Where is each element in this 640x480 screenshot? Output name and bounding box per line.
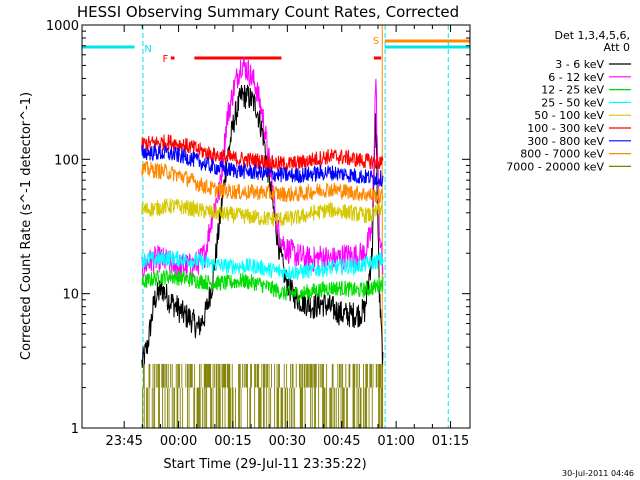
legend-label-50-100-kev: 50 - 100 keV xyxy=(534,109,604,122)
series-layer xyxy=(141,56,384,428)
x-tick-label: 00:00 xyxy=(160,434,197,449)
y-tick-label: 1 xyxy=(71,422,79,437)
legend-label-7000-20000-kev: 7000 - 20000 keV xyxy=(506,160,604,173)
series-300-800-kev xyxy=(141,143,384,187)
x-tick-label: 23:45 xyxy=(105,434,142,449)
x-tick-label: 00:45 xyxy=(323,434,360,449)
legend-label-25-50-kev: 25 - 50 keV xyxy=(541,96,604,109)
annotation-n: N xyxy=(144,44,151,55)
x-tick-label: 00:15 xyxy=(214,434,251,449)
series-7000-20000-kev xyxy=(142,363,384,428)
legend-label-12-25-kev: 12 - 25 keV xyxy=(541,84,604,97)
annotation-s: S xyxy=(373,36,379,47)
y-tick-label: 1000 xyxy=(46,19,79,34)
series-800-7000-kev xyxy=(141,161,384,204)
legend-label-800-7000-kev: 800 - 7000 keV xyxy=(520,148,604,161)
x-tick-label: 01:00 xyxy=(377,434,414,449)
legend-label-300-800-kev: 300 - 800 keV xyxy=(527,135,604,148)
chart-title: HESSI Observing Summary Count Rates, Cor… xyxy=(77,3,459,21)
plot-frame xyxy=(81,24,471,429)
legend-label-100-300-kev: 100 - 300 keV xyxy=(527,122,604,135)
legend-header-line-2: Att 0 xyxy=(604,41,630,54)
x-tick-label: 00:30 xyxy=(269,434,306,449)
y-axis-label: Corrected Count Rate (s^-1 detector^-1) xyxy=(19,92,34,360)
x-axis: 23:45 00:00 00:15 00:30 00:45 01:00 01:15 xyxy=(105,25,469,449)
legend-header-line-1: Det 1,3,4,5,6, xyxy=(554,29,630,42)
date-stamp: 30-Jul-2011 04:46 xyxy=(562,469,634,478)
y-tick-label: 100 xyxy=(54,153,79,168)
legend-label-3-6-kev: 3 - 6 keV xyxy=(555,58,604,71)
y-tick-label: 10 xyxy=(62,288,79,303)
series-25-50-kev xyxy=(141,250,384,281)
x-tick-label: 01:15 xyxy=(432,434,469,449)
y-axis: 1 10 100 1000 xyxy=(46,19,470,437)
legend-label-6-12-kev: 6 - 12 keV xyxy=(548,71,604,84)
annotation-f: F xyxy=(163,54,169,65)
series-12-25-kev xyxy=(141,269,384,303)
x-axis-label: Start Time (29-Jul-11 23:35:22) xyxy=(163,457,366,472)
series-3-6-kev xyxy=(141,84,384,368)
series-50-100-kev xyxy=(141,197,384,227)
